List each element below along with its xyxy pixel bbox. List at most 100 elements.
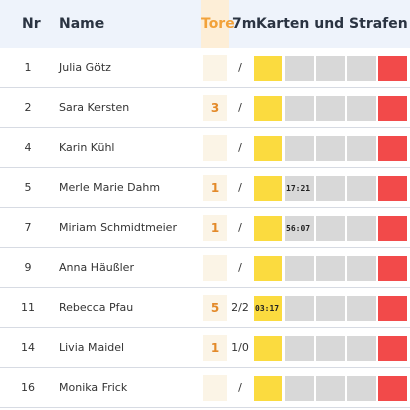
penalty-slot-1[interactable] <box>285 96 314 121</box>
player-goals: 5 <box>203 295 227 321</box>
penalty-slot-2[interactable] <box>316 176 345 201</box>
penalty-slot-1[interactable] <box>285 336 314 361</box>
player-number: 1 <box>24 61 32 74</box>
header-tore[interactable]: Tore <box>201 0 235 48</box>
player-seven-meter: / <box>238 261 242 274</box>
penalty-slot-3[interactable] <box>347 376 376 401</box>
red-card-slot[interactable] <box>378 376 407 401</box>
red-card-slot[interactable] <box>378 176 407 201</box>
header-nr: Nr <box>22 16 41 32</box>
red-card-slot[interactable] <box>378 336 407 361</box>
yellow-card-slot[interactable]: 03:17 <box>254 296 282 321</box>
penalty-slot-2[interactable] <box>316 56 345 81</box>
table-header: Nr Name Tore 7m Karten und Strafen <box>0 0 410 48</box>
player-number: 7 <box>24 221 32 234</box>
player-name: Rebecca Pfau <box>59 301 134 314</box>
player-goals: 3 <box>203 95 227 121</box>
player-number: 16 <box>21 381 35 394</box>
penalty-slot-3[interactable] <box>347 96 376 121</box>
penalty-slot-2[interactable] <box>316 256 345 281</box>
penalty-slot-1[interactable] <box>285 56 314 81</box>
penalty-slot-2[interactable] <box>316 376 345 401</box>
penalty-slot-2[interactable] <box>316 216 345 241</box>
yellow-card-slot[interactable] <box>254 56 282 81</box>
yellow-card-slot[interactable] <box>254 376 282 401</box>
player-seven-meter: / <box>238 221 242 234</box>
player-goals <box>203 375 227 401</box>
header-name: Name <box>59 16 105 32</box>
player-seven-meter: 2/2 <box>231 301 249 314</box>
player-goals: 1 <box>203 215 227 241</box>
player-name: Anna Häußler <box>59 261 134 274</box>
table-row: 4 Karin Kühl / <box>0 128 410 168</box>
penalty-slot-3[interactable] <box>347 136 376 161</box>
penalty-slot-3[interactable] <box>347 216 376 241</box>
player-goals <box>203 135 227 161</box>
penalty-slot-1[interactable]: 17:21 <box>285 176 314 201</box>
penalty-time: 17:21 <box>286 184 311 193</box>
penalty-time: 56:07 <box>286 224 311 233</box>
player-goals: 1 <box>203 335 227 361</box>
penalty-slot-3[interactable] <box>347 256 376 281</box>
red-card-slot[interactable] <box>378 256 407 281</box>
table-row: 1 Julia Götz / <box>0 48 410 88</box>
player-seven-meter: / <box>238 61 242 74</box>
header-karten-strafen: Karten und Strafen <box>256 16 408 32</box>
penalty-slot-1[interactable] <box>285 296 314 321</box>
player-name: Sara Kersten <box>59 101 130 114</box>
header-7m: 7m <box>232 16 257 32</box>
player-seven-meter: / <box>238 141 242 154</box>
table-row: 9 Anna Häußler / <box>0 248 410 288</box>
player-number: 2 <box>24 101 32 114</box>
player-name: Merle Marie Dahm <box>59 181 161 194</box>
player-number: 11 <box>21 301 35 314</box>
penalty-slot-2[interactable] <box>316 136 345 161</box>
player-name: Livia Maidel <box>59 341 125 354</box>
table-row: 11 Rebecca Pfau 5 2/2 03:17 <box>0 288 410 328</box>
player-name: Miriam Schmidtmeier <box>59 221 177 234</box>
player-number: 9 <box>24 261 32 274</box>
red-card-slot[interactable] <box>378 96 407 121</box>
penalty-slot-2[interactable] <box>316 296 345 321</box>
penalty-slot-3[interactable] <box>347 176 376 201</box>
penalty-slot-3[interactable] <box>347 336 376 361</box>
red-card-slot[interactable] <box>378 136 407 161</box>
player-name: Monika Frick <box>59 381 128 394</box>
player-number: 14 <box>21 341 35 354</box>
red-card-slot[interactable] <box>378 296 407 321</box>
yellow-card-slot[interactable] <box>254 336 282 361</box>
yellow-card-slot[interactable] <box>254 96 282 121</box>
yellow-card-slot[interactable] <box>254 216 282 241</box>
table-row: 5 Merle Marie Dahm 1 / 17:21 <box>0 168 410 208</box>
player-seven-meter: / <box>238 381 242 394</box>
player-name: Karin Kühl <box>59 141 115 154</box>
yellow-card-slot[interactable] <box>254 176 282 201</box>
player-seven-meter: / <box>238 181 242 194</box>
penalty-slot-1[interactable] <box>285 256 314 281</box>
penalty-slot-1[interactable] <box>285 136 314 161</box>
yellow-card-slot[interactable] <box>254 136 282 161</box>
penalty-slot-3[interactable] <box>347 56 376 81</box>
penalty-slot-1[interactable]: 56:07 <box>285 216 314 241</box>
table-row: 16 Monika Frick / <box>0 368 410 408</box>
red-card-slot[interactable] <box>378 216 407 241</box>
yellow-card-time: 03:17 <box>255 304 280 313</box>
player-number: 4 <box>24 141 32 154</box>
penalty-slot-3[interactable] <box>347 296 376 321</box>
penalty-slot-1[interactable] <box>285 376 314 401</box>
player-goals <box>203 55 227 81</box>
player-name: Julia Götz <box>59 61 111 74</box>
player-seven-meter: / <box>238 101 242 114</box>
table-row: 7 Miriam Schmidtmeier 1 / 56:07 <box>0 208 410 248</box>
penalty-slot-2[interactable] <box>316 336 345 361</box>
yellow-card-slot[interactable] <box>254 256 282 281</box>
table-row: 14 Livia Maidel 1 1/0 <box>0 328 410 368</box>
player-number: 5 <box>24 181 32 194</box>
table-row: 2 Sara Kersten 3 / <box>0 88 410 128</box>
penalty-slot-2[interactable] <box>316 96 345 121</box>
player-goals <box>203 255 227 281</box>
player-seven-meter: 1/0 <box>231 341 249 354</box>
red-card-slot[interactable] <box>378 56 407 81</box>
player-goals: 1 <box>203 175 227 201</box>
